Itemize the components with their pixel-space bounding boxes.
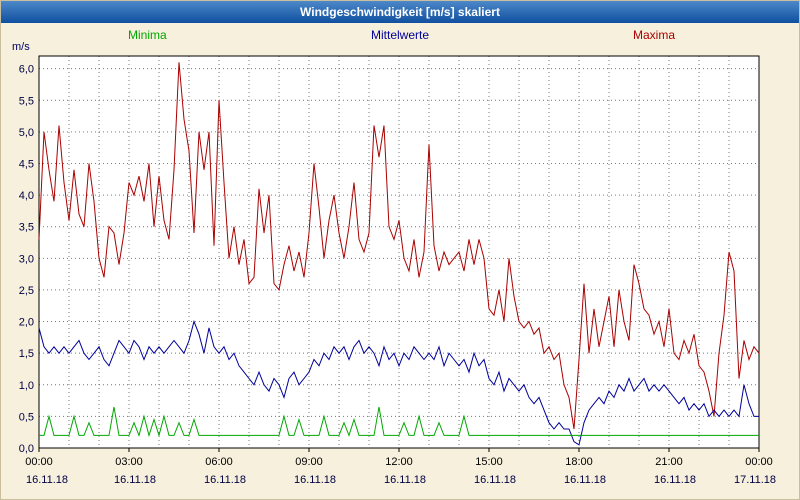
x-tick-time: 15:00: [475, 456, 503, 468]
x-tick-time: 21:00: [655, 456, 683, 468]
y-axis-labels: 0,0 0,5 1,0 1,5 2,0 2,5 3,0 3,5 4,0 4,5 5,0 5,5 6,0: [19, 64, 34, 455]
x-tick-date: 16.11.18: [204, 474, 246, 486]
x-tick-date: 16.11.18: [654, 474, 696, 486]
x-tick-date: 16.11.18: [474, 474, 516, 486]
x-axis-labels: 00:00 16.11.18 03:00 16.11.18 06:00 16.11.18 0…: [25, 448, 776, 486]
x-tick-time: 12:00: [385, 456, 413, 468]
y-tick-label: 1,0: [19, 380, 34, 392]
y-tick-label: 4,0: [19, 190, 34, 202]
wind-speed-chart: 0,00,51,01,52,02,53,03,54,04,55,05,56,00…: [19, 55, 776, 486]
x-tick-date: 16.11.18: [114, 474, 156, 486]
minima-line: [39, 406, 759, 438]
y-tick-label: 4,5: [19, 158, 34, 170]
x-tick-date: 16.11.18: [564, 474, 606, 486]
y-tick-label: 6,0: [19, 64, 34, 76]
x-tick-time: 00:00: [745, 456, 773, 468]
chart-legend: Minima Mittelwerte Maxima: [1, 28, 799, 44]
x-tick-date: 16.11.18: [294, 474, 336, 486]
y-tick-label: 5,0: [19, 127, 34, 139]
legend-mittelwerte: Mittelwerte: [370, 28, 430, 42]
x-tick-time: 03:00: [115, 456, 143, 468]
y-tick-label: 1,5: [19, 348, 34, 360]
y-tick-label: 0,5: [19, 411, 34, 423]
maxima-line: [38, 62, 760, 430]
y-tick-label: 3,5: [19, 222, 34, 234]
y-tick-label: 5,5: [19, 95, 34, 107]
x-tick-time: 09:00: [295, 456, 323, 468]
y-tick-label: 2,5: [19, 285, 34, 297]
legend-minima: Minima: [128, 28, 167, 42]
window-title-bar: Windgeschwindigkeit [m/s] skaliert: [1, 1, 799, 23]
y-tick-label: 0,0: [19, 443, 34, 455]
gridlines: [39, 56, 759, 448]
y-tick-label: 3,0: [19, 253, 34, 265]
x-tick-date: 16.11.18: [26, 474, 68, 486]
y-axis-unit-label: m/s: [12, 41, 30, 53]
x-tick-date: 16.11.18: [384, 474, 426, 486]
x-tick-time: 06:00: [205, 456, 233, 468]
window-title: Windgeschwindigkeit [m/s] skaliert: [300, 5, 500, 19]
x-tick-time: 18:00: [565, 456, 593, 468]
mittelwerte-line: [38, 319, 759, 446]
x-tick-time: 00:00: [25, 456, 53, 468]
legend-maxima: Maxima: [633, 28, 676, 42]
y-tick-label: 2,0: [19, 317, 34, 329]
x-tick-date: 17.11.18: [734, 474, 776, 486]
